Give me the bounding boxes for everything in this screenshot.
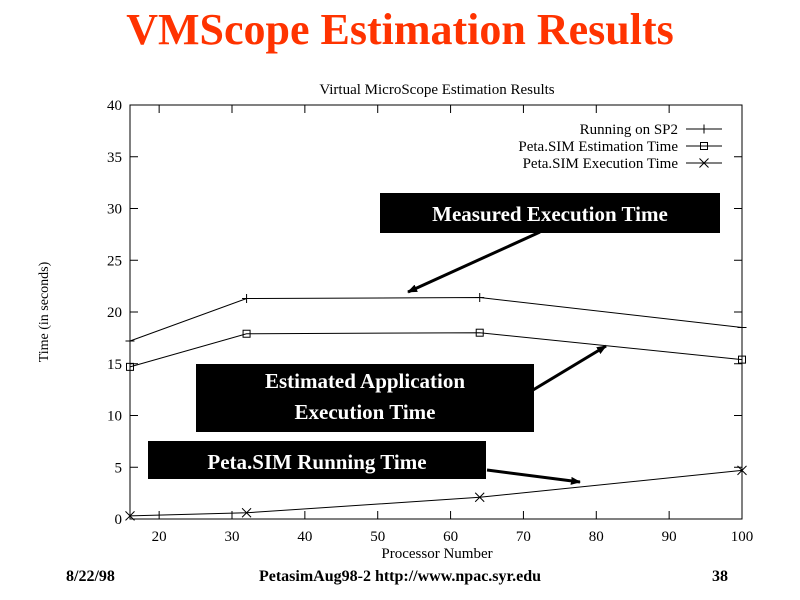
y-tick-label: 10 xyxy=(107,409,122,425)
callout-petasim-running-time: Peta.SIM Running Time xyxy=(148,441,486,479)
legend-label-running-on-sp2: Running on SP2 xyxy=(580,122,678,138)
footer-page-number: 38 xyxy=(712,568,728,585)
legend-label-petasim-execution-time: Peta.SIM Execution Time xyxy=(523,156,679,172)
x-tick-label: 90 xyxy=(662,529,677,545)
arrow-petasim xyxy=(486,468,581,485)
square-marker xyxy=(475,328,484,337)
series-line-running-on-sp2 xyxy=(129,297,743,342)
callout-estimated-application-execution-time: Estimated Application Execution Time xyxy=(196,364,534,432)
x-tick-label: 40 xyxy=(297,529,312,545)
y-tick-label: 5 xyxy=(115,460,123,476)
x-marker xyxy=(699,158,709,168)
y-tick-label: 40 xyxy=(107,98,122,114)
square-marker xyxy=(242,329,251,338)
series-line-petasim-estimation-time xyxy=(129,332,743,368)
x-marker xyxy=(241,507,252,518)
x-tick-label: 50 xyxy=(370,529,385,545)
y-tick-label: 0 xyxy=(115,512,123,528)
y-tick-label: 20 xyxy=(107,305,122,321)
arrow-estimated xyxy=(532,344,607,392)
callout-measured-execution-time: Measured Execution Time xyxy=(380,193,720,233)
footer-date: 8/22/98 xyxy=(66,568,115,585)
y-tick-label: 30 xyxy=(107,202,122,218)
plus-marker xyxy=(475,293,485,303)
square-marker xyxy=(700,142,708,150)
arrow-measured xyxy=(407,230,541,294)
series-line-petasim-execution-time xyxy=(129,469,743,517)
series-layer xyxy=(125,293,747,521)
y-axis-label: Time (in seconds) xyxy=(37,261,52,362)
series-petasim-execution-time xyxy=(125,465,747,521)
plus-marker xyxy=(699,124,709,134)
series-petasim-estimation-time xyxy=(126,328,746,371)
x-tick-label: 60 xyxy=(443,529,458,545)
x-marker xyxy=(474,492,485,503)
x-axis-label: Processor Number xyxy=(381,546,492,562)
y-axis-ticks: 0 5 10 15 20 25 30 35 40 xyxy=(107,98,742,528)
callout-estimated-line1: Estimated Application xyxy=(264,369,466,393)
y-tick-label: 35 xyxy=(107,150,122,166)
x-marker xyxy=(737,465,747,476)
x-tick-label: 30 xyxy=(225,529,240,545)
footer-center-text: PetasimAug98-2 http://www.npac.syr.edu xyxy=(258,568,542,585)
series-running-on-sp2 xyxy=(125,293,747,346)
plus-marker xyxy=(242,294,252,304)
square-marker xyxy=(126,362,134,371)
chart-title: Virtual MicroScope Estimation Results xyxy=(319,82,554,98)
slide-title: VMScope Estimation Results xyxy=(126,5,674,54)
x-marker xyxy=(125,511,135,521)
y-tick-label: 15 xyxy=(107,357,122,373)
x-axis-ticks: 20 30 40 50 60 70 80 90 100 xyxy=(152,105,754,545)
callout-estimated-line2: Execution Time xyxy=(294,400,436,424)
x-tick-label: 80 xyxy=(589,529,604,545)
square-marker xyxy=(738,355,746,364)
legend-label-petasim-estimation-time: Peta.SIM Estimation Time xyxy=(518,139,678,155)
x-tick-label: 20 xyxy=(152,529,167,545)
x-tick-label: 70 xyxy=(516,529,531,545)
x-tick-label: 100 xyxy=(731,529,754,545)
plus-marker xyxy=(737,323,747,333)
plus-marker xyxy=(125,336,135,346)
y-tick-label: 25 xyxy=(107,253,122,269)
